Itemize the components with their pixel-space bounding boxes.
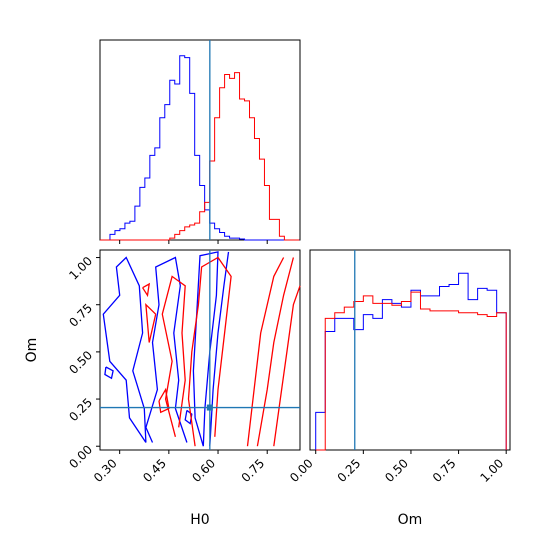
contour-ytick-label-1: 0.25 — [66, 395, 95, 424]
h0-histogram-plot-area — [100, 40, 300, 241]
contour-ytick-label-2: 0.50 — [66, 348, 95, 377]
om-histogram-series-1 — [315, 291, 507, 451]
contour-series-0-level-0 — [209, 251, 230, 447]
contour-series-1-level-2 — [273, 285, 301, 447]
om-histogram-panel: 0.00 0.25 0.50 0.75 1.00 — [287, 249, 511, 485]
contour-xtick-label-0: 0.30 — [91, 456, 120, 485]
contour-series-0-level-3 — [102, 256, 147, 443]
contour-series-0-level-2 — [145, 256, 188, 443]
om-histogram-ticks: 0.00 0.25 0.50 0.75 1.00 — [287, 450, 507, 485]
om-histogram-xtick-label-0: 0.00 — [287, 456, 316, 485]
contour-series-1-level-4 — [161, 275, 186, 437]
om-histogram-xtick-label-2: 0.50 — [382, 456, 411, 485]
h0-om-contour-panel: 0.30 0.45 0.60 0.75 0.00 0.25 0.50 0.75 1.00 — [66, 249, 301, 485]
h0-axis-label: H0 — [190, 512, 209, 528]
om-histogram-plot-area — [315, 250, 507, 451]
om-histogram-xtick-label-4: 1.00 — [478, 456, 507, 485]
om-histogram-xtick-label-1: 0.25 — [335, 456, 364, 485]
contour-frame — [99, 249, 301, 451]
contour-ytick-label-3: 0.75 — [66, 301, 95, 330]
contour-ytick-label-0: 0.00 — [66, 442, 95, 471]
contour-series-0-level-1 — [192, 251, 219, 447]
contour-xtick-label-2: 0.60 — [189, 456, 218, 485]
h0-histogram-series-0 — [100, 55, 300, 241]
contour-series-0-level-4 — [104, 366, 114, 380]
h0-histogram-series-1 — [100, 72, 300, 241]
contour-plot-area — [100, 250, 301, 450]
contour-xtick-label-1: 0.45 — [140, 456, 169, 485]
contour-ytick-label-4: 1.00 — [66, 254, 95, 283]
contour-series-1-level-7 — [142, 282, 151, 298]
om-histogram-xtick-label-3: 0.75 — [430, 456, 459, 485]
contour-series-1-level-5 — [145, 303, 157, 343]
contour-xtick-label-3: 0.75 — [239, 456, 268, 485]
h0-histogram-panel — [99, 39, 301, 244]
h0-histogram-frame — [99, 39, 301, 241]
om-histogram-frame — [309, 249, 511, 451]
contour-truth-marker — [206, 404, 213, 411]
contour-series-1-level-1 — [256, 257, 295, 447]
h0-histogram-ticks — [119, 240, 268, 244]
om-axis-label: Om — [398, 512, 423, 528]
contour-series-1-level-0 — [246, 257, 285, 447]
contour-series-1-level-6 — [158, 387, 170, 414]
om-y-axis-label: Om — [24, 338, 40, 363]
